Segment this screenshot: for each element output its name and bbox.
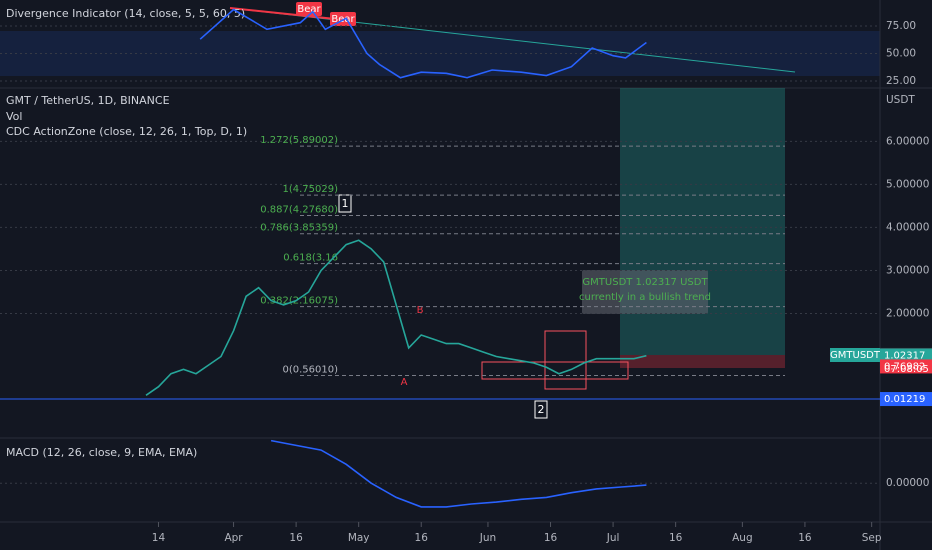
x-tick-label: Jun	[479, 532, 496, 544]
x-tick-label: 14	[152, 532, 166, 544]
y-tick-label: 50.00	[886, 47, 916, 59]
y-tick-label: 2.00000	[886, 307, 929, 319]
wave-label: 1	[342, 197, 349, 210]
countdown: 07:08:05	[884, 364, 929, 375]
x-tick-label: 16	[669, 532, 683, 544]
x-tick-label: 16	[544, 532, 558, 544]
volume-title: Vol	[6, 110, 22, 123]
x-tick-label: Apr	[224, 532, 243, 544]
fib-label: 0.887(4.27680)	[260, 205, 338, 216]
long-stop-zone	[620, 355, 785, 368]
fib-label: 0.382(2.16075)	[260, 296, 338, 307]
series-line	[270, 439, 647, 508]
x-tick-label: Sep	[862, 532, 882, 544]
bear-divergence-line	[229, 7, 346, 21]
range-box	[544, 330, 587, 390]
price-badge-label: 0.01219	[884, 394, 925, 405]
y-tick-label: 75.00	[886, 20, 916, 32]
price-badge	[880, 348, 932, 363]
symbol-tag	[830, 348, 880, 362]
symbol-tag-label: GMTUSDT	[830, 350, 881, 361]
fib-label: 1.272(5.89002)	[260, 135, 338, 146]
bear-label: Bear	[297, 4, 321, 15]
y-tick-label: 25.00	[886, 75, 916, 87]
series-line	[199, 8, 647, 79]
cdc-title: CDC ActionZone (close, 12, 26, 1, Top, D…	[6, 125, 247, 138]
bear-badge	[296, 2, 322, 16]
fib-label: 0.786(3.85359)	[260, 223, 338, 234]
x-tick-label: Aug	[732, 532, 753, 544]
price-badge-label: 0.76982	[884, 361, 925, 372]
y-tick-label: 4.00000	[886, 221, 929, 233]
y-tick-label: 5.00000	[886, 178, 929, 190]
x-tick-label: Jul	[606, 532, 620, 544]
currency-label: USDT	[886, 94, 915, 106]
long-target-zone	[620, 88, 785, 355]
fib-label: 1(4.75029)	[282, 184, 338, 195]
x-tick-label: 16	[289, 532, 303, 544]
y-tick-label: 0.00000	[886, 477, 929, 489]
fib-label: 0(0.56010)	[282, 364, 338, 375]
price-badge-label: 1.02317	[884, 351, 925, 362]
x-tick-label: 16	[415, 532, 429, 544]
tooltip-line: GMTUSDT 1.02317 USDT	[582, 277, 708, 288]
range-box	[481, 361, 629, 380]
tooltip-line: currently in a bullish trend	[579, 292, 711, 303]
wave-label: 2	[538, 403, 545, 416]
symbol-title: GMT / TetherUS, 1D, BINANCE	[6, 94, 170, 107]
series-line	[145, 239, 647, 396]
price-badge	[880, 392, 932, 407]
fib-label: 0.618(3.16	[283, 253, 338, 264]
wave-b-label: B	[417, 305, 424, 316]
price-badge	[880, 359, 932, 374]
wave-a-label: A	[401, 377, 408, 388]
y-tick-label: 3.00000	[886, 264, 929, 276]
wave-box	[534, 400, 548, 419]
indicator-title: Divergence Indicator (14, close, 5, 5, 6…	[6, 7, 245, 20]
macd-title: MACD (12, 26, close, 9, EMA, EMA)	[6, 446, 197, 459]
tooltip	[582, 270, 708, 314]
x-tick-label: May	[348, 532, 370, 544]
x-tick-label: 16	[798, 532, 812, 544]
y-tick-label: 6.00000	[886, 135, 929, 147]
